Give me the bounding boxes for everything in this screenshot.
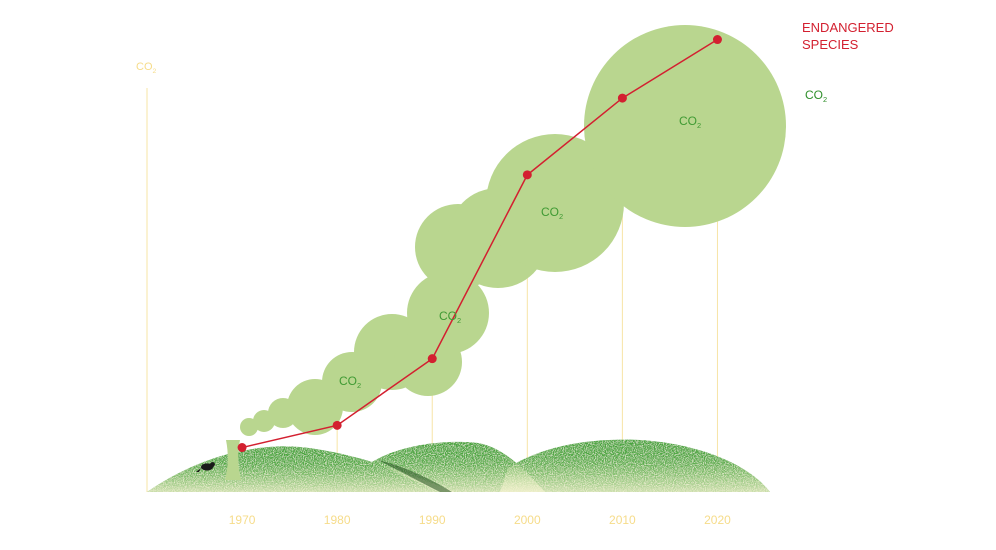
co2-smoke-clouds: [240, 25, 786, 436]
green-hills: [147, 439, 770, 492]
legend: ENDANGERED SPECIES CO2: [802, 20, 897, 104]
x-tick-label: 1990: [419, 513, 446, 527]
data-point-1980: [332, 420, 342, 430]
x-tick-label: 1970: [229, 513, 256, 527]
data-point-2020: [712, 35, 722, 45]
y-axis-label: CO2: [136, 61, 157, 75]
smoke-puff: [584, 25, 786, 227]
endangered-species-series: [237, 35, 722, 453]
hill-shadow: [378, 460, 452, 492]
legend-endangered-species: ENDANGERED SPECIES: [802, 20, 897, 52]
legend-co2: CO2: [805, 88, 827, 104]
hill-right-shade: [500, 439, 770, 492]
x-tick-label: 2010: [609, 513, 636, 527]
cooling-tower-icon: [225, 440, 241, 480]
smoke-puff: [407, 272, 489, 354]
hill-middle-shade: [372, 441, 545, 492]
x-tick-label: 2020: [704, 513, 731, 527]
data-point-1990: [427, 354, 437, 364]
cloud-label: CO2: [339, 374, 361, 390]
data-point-2010: [617, 93, 627, 103]
cloud-label: CO2: [541, 205, 563, 221]
hill-left-shade: [147, 446, 455, 492]
cloud-label: CO2: [439, 309, 461, 325]
x-tick-label: 1980: [324, 513, 351, 527]
data-point-2000: [522, 170, 532, 180]
cloud-label: CO2: [679, 114, 701, 130]
x-axis-ticks: 1970 1980 1990 2000 2010 2020: [229, 513, 731, 527]
x-tick-label: 2000: [514, 513, 541, 527]
cloud-labels: CO2 CO2 CO2 CO2: [339, 114, 701, 390]
data-point-1970: [237, 443, 247, 453]
beaver-icon: [196, 462, 215, 472]
smoke-puff: [486, 134, 624, 272]
series-line: [241, 38, 718, 449]
